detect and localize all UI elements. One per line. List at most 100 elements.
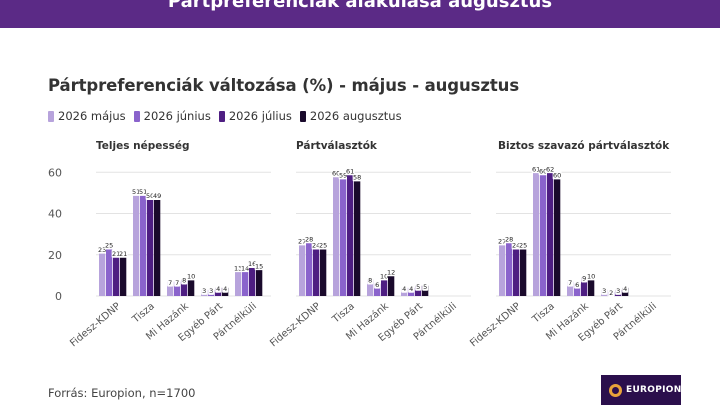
data-label-bg: [167, 278, 174, 287]
bar: [347, 170, 354, 296]
data-label-bg: [311, 241, 321, 250]
data-label-bg: [331, 169, 341, 178]
data-label-bg: [567, 278, 574, 287]
data-label: 5: [416, 283, 420, 291]
data-label: 4: [402, 285, 406, 293]
data-label: 60: [332, 170, 340, 178]
data-label-bg: [352, 173, 362, 182]
data-label: 3: [616, 287, 620, 295]
bar: [306, 238, 313, 296]
data-label-bg: [304, 235, 314, 244]
bar: [120, 252, 127, 296]
data-label: 3: [602, 287, 606, 295]
data-label: 61: [532, 165, 540, 173]
data-label-bg: [318, 241, 328, 250]
x-tick-label: Fidesz-KDNP: [268, 301, 323, 349]
chart-title: Pártpreferenciák változása (%) - május -…: [48, 76, 520, 95]
data-label-bg: [422, 282, 429, 291]
data-label: 25: [105, 242, 113, 250]
bar: [574, 283, 581, 296]
data-label-bg: [240, 264, 250, 273]
data-label: 2: [609, 289, 613, 297]
bar: [154, 194, 161, 296]
data-label: 59: [339, 172, 347, 180]
bar: [506, 238, 513, 296]
data-label: 23: [98, 246, 106, 254]
panel-title: Biztos szavazó pártválasztók: [498, 140, 670, 152]
data-label-bg: [186, 272, 196, 281]
bar: [99, 248, 106, 296]
data-label-bg: [97, 245, 107, 254]
bar: [249, 263, 256, 296]
top-banner: Pártpreferenciák alakulása augusztus: [0, 0, 720, 28]
data-label: 21: [112, 250, 120, 258]
data-label-bg: [601, 286, 608, 295]
data-label-bg: [415, 282, 422, 291]
data-label: 8: [182, 277, 186, 285]
legend-item-june: 2026 június: [133, 109, 211, 123]
data-label: 28: [505, 235, 513, 243]
bar: [513, 244, 520, 296]
banner-text: Pártpreferenciák alakulása augusztus: [167, 0, 553, 12]
data-label-bg: [497, 237, 507, 246]
data-label-bg: [345, 167, 355, 176]
data-label-bg: [233, 264, 243, 273]
bar: [313, 244, 320, 296]
legend-item-august: 2026 augusztus: [299, 109, 402, 123]
data-label: 50: [146, 192, 154, 200]
europion-logo: EUROPION: [601, 375, 681, 405]
bar: [554, 174, 561, 296]
bar: [140, 190, 147, 296]
data-label-bg: [145, 191, 155, 200]
data-label-bg: [201, 286, 208, 295]
data-label-bg: [215, 284, 222, 293]
data-label: 51: [139, 188, 147, 196]
data-label: 5: [423, 283, 427, 291]
data-label: 4: [623, 285, 627, 293]
data-label: 60: [553, 172, 561, 180]
data-label-bg: [111, 249, 121, 258]
legend-label-august: 2026 augusztus: [309, 109, 402, 123]
legend-swatch-may: [48, 110, 54, 122]
data-label: 4: [409, 285, 413, 293]
y-tick-label: 40: [48, 208, 62, 221]
bar: [533, 168, 540, 296]
x-tick-label: Tisza: [130, 301, 157, 326]
data-label: 62: [546, 165, 554, 173]
bar: [299, 240, 306, 296]
data-label: 60: [539, 167, 547, 175]
bar: [113, 252, 120, 296]
data-label: 21: [119, 250, 127, 258]
data-label: 3: [209, 287, 213, 295]
logo-text: EUROPION: [626, 385, 682, 395]
bar: [588, 275, 595, 296]
data-label: 61: [346, 167, 354, 175]
x-tick-label: Fidesz-KDNP: [68, 301, 123, 349]
data-label: 25: [519, 242, 527, 250]
data-label-bg: [181, 276, 188, 285]
data-label-bg: [367, 276, 374, 285]
data-label-bg: [552, 171, 562, 180]
y-tick-label: 20: [48, 249, 62, 262]
legend-item-may: 2026 május: [48, 109, 126, 123]
y-tick-label: 60: [48, 166, 62, 179]
data-label: 10: [187, 273, 195, 281]
data-label-bg: [138, 187, 148, 196]
bar: [367, 279, 374, 296]
data-label-bg: [338, 171, 348, 180]
data-label-bg: [581, 274, 588, 283]
data-label: 24: [312, 242, 320, 250]
data-label: 4: [223, 285, 227, 293]
bar: [547, 168, 554, 296]
legend-swatch-july: [218, 110, 225, 122]
y-tick-label: 0: [55, 290, 62, 303]
bar: [354, 176, 361, 296]
panel-title: Teljes népesség: [96, 140, 190, 152]
legend-swatch-august: [299, 110, 306, 122]
legend-item-july: 2026 július: [218, 109, 292, 123]
bar: [242, 267, 249, 296]
data-label: 6: [375, 281, 379, 289]
data-label-bg: [511, 241, 521, 250]
data-label-bg: [254, 262, 264, 271]
